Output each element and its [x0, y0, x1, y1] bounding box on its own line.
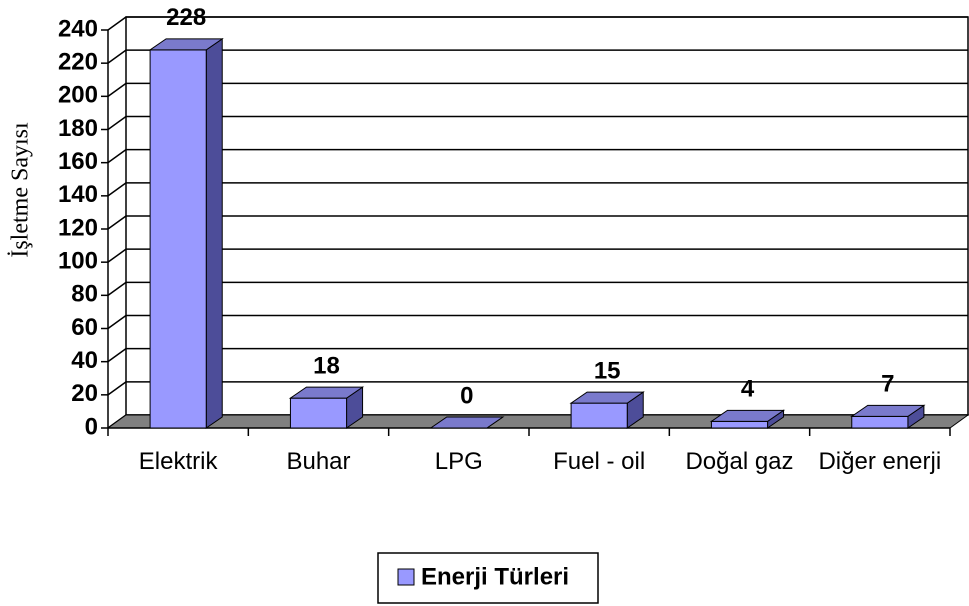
grid-line-side [107, 16, 127, 31]
y-tick-label: 20 [71, 380, 98, 407]
bar [851, 415, 909, 429]
x-tick-label: Fuel - oil [553, 448, 646, 475]
bar-top [569, 391, 645, 404]
value-label: 4 [741, 376, 755, 403]
bar-top [288, 386, 365, 399]
y-tick-label: 160 [58, 148, 98, 175]
grid-line-side [107, 281, 127, 296]
y-tick-label: 120 [58, 214, 98, 241]
x-tick-label: Doğal gaz [685, 448, 794, 475]
value-label: 0 [460, 382, 473, 409]
grid-line-side [107, 182, 127, 197]
legend-swatch [397, 568, 415, 586]
bar [149, 49, 207, 429]
y-tick-label: 220 [58, 49, 98, 76]
bar-top [709, 409, 786, 422]
legend-box [377, 552, 599, 604]
y-tick-label: 100 [58, 248, 98, 275]
x-tick-label: Elektrik [138, 448, 218, 475]
bar [710, 420, 769, 429]
x-tick-label: Diğer enerji [818, 448, 942, 475]
y-tick-label: 80 [71, 281, 98, 308]
floor [106, 414, 969, 429]
grid-line-side [107, 82, 127, 97]
grid-line-side [107, 49, 127, 64]
value-label: 15 [594, 357, 621, 384]
grid-line-side [107, 348, 127, 363]
y-tick-label: 200 [58, 82, 98, 109]
value-label: 228 [166, 4, 206, 31]
grid-line-side [107, 248, 127, 263]
grid-line-side [107, 381, 127, 396]
y-tick-label: 60 [71, 314, 98, 341]
y-tick-label: 40 [71, 347, 98, 374]
x-tick-label: Buhar [286, 448, 351, 475]
bar [570, 402, 628, 429]
grid-line-side [107, 149, 127, 164]
value-label: 18 [313, 352, 340, 379]
grid-line-side [107, 115, 127, 131]
y-tick-label: 140 [58, 181, 98, 208]
legend-label: Enerji Türleri [421, 563, 569, 590]
x-tick-label: LPG [434, 448, 483, 475]
grid-line-side [107, 215, 127, 230]
y-axis-label: İşletme Sayısı [8, 122, 34, 258]
value-label: 7 [881, 371, 894, 398]
grid-line-side [107, 314, 127, 330]
bar-top [850, 404, 926, 417]
bar-side [205, 37, 223, 429]
y-tick-label: 180 [58, 115, 98, 142]
bar-top [429, 416, 505, 429]
y-tick-label: 240 [58, 15, 98, 42]
y-tick-label: 0 [85, 413, 98, 440]
bar-top [148, 38, 224, 51]
bar [289, 397, 348, 429]
